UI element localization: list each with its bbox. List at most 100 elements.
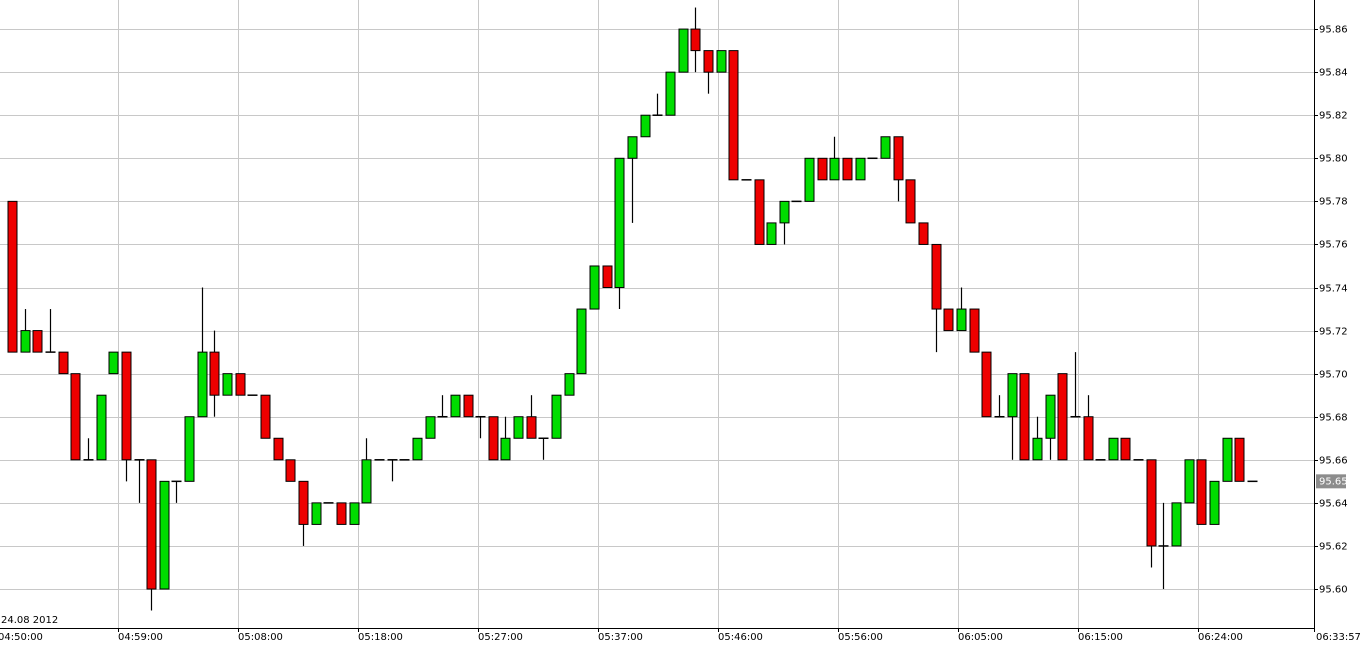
x-tick-label: 04:59:00 (118, 632, 163, 643)
x-tick-label: 06:24:00 (1198, 632, 1243, 643)
candle-body (273, 437, 284, 461)
candle-body (463, 394, 474, 418)
candle-body (665, 71, 676, 116)
candle-body (500, 437, 511, 461)
y-tick-label: 95.74 (1319, 284, 1348, 295)
candle-body (1120, 437, 1131, 461)
y-tick-label: 95.78 (1319, 197, 1348, 208)
x-tick-label: 05:46:00 (718, 632, 763, 643)
y-tick-label: 95.76 (1319, 240, 1348, 251)
x-tick-label: 05:27:00 (478, 632, 523, 643)
candle-body (905, 179, 916, 224)
x-tick-label: 05:18:00 (358, 632, 403, 643)
candle-body (614, 157, 625, 289)
y-tick-label: 95.62 (1319, 542, 1348, 553)
candle-body (564, 373, 575, 396)
candle-body (450, 394, 461, 418)
candle-body (931, 243, 942, 310)
candle-body (108, 351, 119, 375)
y-tick-label: 95.72 (1319, 327, 1348, 338)
y-tick-label: 95.68 (1319, 413, 1348, 424)
candle-body (209, 351, 220, 396)
candle-body (779, 200, 790, 224)
y-tick-label: 95.60 (1319, 585, 1348, 596)
candle-body (1171, 502, 1182, 547)
candle-body (159, 480, 170, 590)
candle-body (20, 330, 31, 353)
x-tick-label: 06:33:57 (1316, 632, 1361, 643)
x-tick-label: 04:50:00 (0, 632, 43, 643)
candle-body (1083, 416, 1094, 461)
x-tick-label: 05:56:00 (838, 632, 883, 643)
candle-body (703, 50, 714, 73)
candle-body (589, 265, 600, 310)
date-label: 24.08 2012 (1, 615, 58, 626)
candle-body (311, 502, 322, 525)
candle-body (817, 157, 828, 181)
x-tick-label: 05:08:00 (238, 632, 283, 643)
x-tick-label: 05:37:00 (598, 632, 643, 643)
y-tick-label: 95.66 (1319, 456, 1348, 467)
candle-body (184, 416, 195, 482)
candle-body (298, 480, 309, 525)
candle-body (1032, 437, 1043, 461)
candle-body (412, 437, 423, 461)
candle-body (855, 157, 866, 181)
candle-body (1234, 437, 1245, 482)
y-tick-label: 95.70 (1319, 370, 1348, 381)
candle-body (981, 351, 992, 418)
candle-body (146, 459, 157, 590)
candle-body (754, 179, 765, 245)
candle-body (678, 28, 689, 73)
last-price-label: 95.65 (1319, 476, 1348, 487)
candle-body (551, 394, 562, 439)
candle-body (576, 308, 587, 375)
candle-body (361, 459, 372, 504)
candle-body (1019, 373, 1030, 461)
candle-body (222, 373, 233, 396)
candle-body (690, 28, 701, 52)
candle-body (121, 351, 132, 461)
candle-body (842, 157, 853, 181)
candle-body (488, 416, 499, 461)
candle-body (1146, 459, 1157, 547)
candle-body (1007, 373, 1018, 418)
candle-body (766, 222, 777, 245)
candle-body (1057, 373, 1068, 461)
candle-body (1184, 459, 1195, 504)
x-tick-label: 06:05:00 (958, 632, 1003, 643)
candle-body (349, 502, 360, 525)
candle-body (32, 330, 43, 353)
candle-body (918, 222, 929, 245)
y-tick-label: 95.82 (1319, 111, 1348, 122)
candle-body (1209, 480, 1220, 525)
candle-body (285, 459, 296, 482)
candle-body (728, 50, 739, 181)
candle-body (1222, 437, 1233, 482)
candle-body (880, 136, 891, 159)
candle-body (96, 394, 107, 461)
candle-body (1108, 437, 1119, 461)
candle-body (956, 308, 967, 332)
candle-body (235, 373, 246, 396)
candle-body (7, 200, 18, 353)
candle-body (602, 265, 613, 289)
candle-body (716, 50, 727, 73)
y-tick-label: 95.84 (1319, 68, 1348, 79)
candle-body (513, 416, 524, 439)
candle-body (804, 157, 815, 202)
candle-body (425, 416, 436, 439)
y-tick-label: 95.80 (1319, 154, 1348, 165)
candle-body (943, 308, 954, 332)
candle-body (893, 136, 904, 181)
candle-body (336, 502, 347, 525)
candle-body (526, 416, 537, 439)
candle-body (70, 373, 81, 461)
candle-body (640, 114, 651, 138)
candle-body (829, 157, 840, 181)
candle-body (58, 351, 69, 375)
candle-body (197, 351, 208, 418)
candle-body (627, 136, 638, 159)
